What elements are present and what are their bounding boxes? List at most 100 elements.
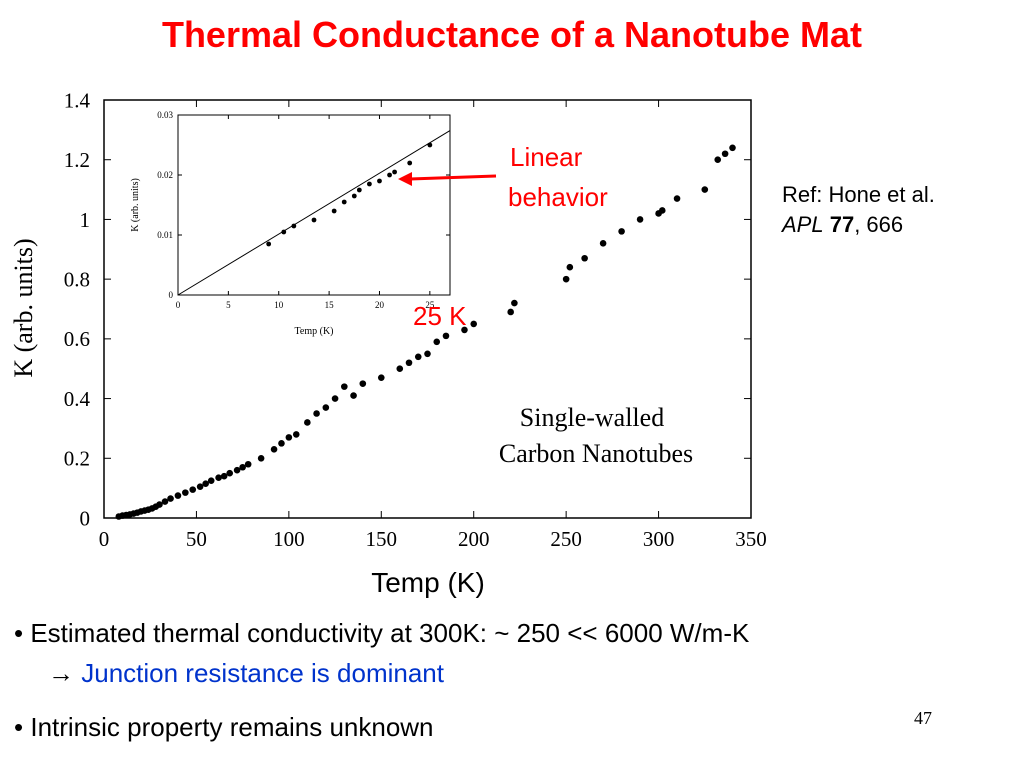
inset-x-ticks: 0 5 10 15 20 25 [176,115,435,310]
main-data-point [405,359,413,367]
inset-data-point [356,187,362,193]
main-x-tick-label: 150 [366,527,398,551]
inset-y-tick-label: 0.01 [157,230,173,240]
inset-y-tick-label: 0.02 [157,170,173,180]
reference-line-1: Ref: Hone et al. [782,182,935,207]
inset-x-tick-label: 5 [226,300,231,310]
main-data-point [156,501,163,508]
main-data-point [270,446,278,453]
main-data-point [599,240,607,247]
main-data-point [285,434,293,441]
main-data-point [377,374,385,381]
main-data-point [202,480,209,487]
annotation-arrow-head [398,172,412,186]
main-data-points [115,144,736,520]
main-data-point [636,216,644,223]
main-data-point [215,474,222,481]
inset-data-point [331,208,337,214]
linear-behavior-annotation: Linear behavior [398,142,608,212]
inset-axes-group: 0 5 10 15 20 25 0 0.01 0.02 0.03 Temp (K) K (arb… [130,110,451,337]
page-number: 47 [914,708,932,728]
main-data-point [581,254,588,262]
main-y-tick-label: 0.8 [64,267,90,291]
reference-journal: APL [782,212,824,237]
main-x-tick-label: 300 [643,527,675,551]
main-data-point [414,353,422,361]
bullet-1-emphasis: Junction resistance is dominant [81,658,444,688]
main-data-point [233,466,241,474]
main-data-point [396,365,404,373]
main-data-point [729,144,736,152]
main-data-point [714,156,722,164]
main-data-point [313,410,320,417]
main-data-point [507,308,514,316]
legend-line-2: Carbon Nanotubes [499,439,693,468]
inset-x-tick-label: 0 [176,300,181,310]
main-data-point [207,477,215,484]
main-data-point [226,469,234,477]
annotation-25k: 25 K [413,301,467,331]
bullet-marker-2: • [14,712,24,742]
inset-y-ticks: 0 0.01 0.02 0.03 [157,110,450,300]
main-data-point [442,332,450,340]
main-data-point [701,186,709,193]
inset-data-point [427,142,433,148]
slide-title: Thermal Conductance of a Nanotube Mat [161,14,863,55]
inset-x-tick-label: 20 [375,300,385,310]
main-data-point [304,419,311,426]
main-data-point [618,228,625,235]
inset-x-tick-label: 10 [274,300,284,310]
main-x-tick-label: 50 [186,527,207,551]
main-y-tick-label: 0.4 [64,387,91,411]
main-data-point [566,263,574,271]
main-x-tick-label: 350 [735,527,767,551]
main-y-tick-label: 0.2 [64,447,90,471]
main-data-point [341,383,348,390]
reference-line-2: APL 77, 666 [782,210,935,240]
inset-data-point [311,217,317,223]
inset-data-point [266,241,272,247]
main-data-point [658,207,666,214]
main-y-tick-label: 1 [80,208,91,232]
main-x-ticks: 0 50 100 150 200 250 300 350 [99,100,767,551]
inset-data-point [387,172,392,178]
inset-data-point [341,199,347,205]
main-data-point [322,404,330,411]
main-data-point [359,380,367,387]
reference-pages: , 666 [854,212,904,237]
main-data-point [257,454,265,462]
main-data-point [189,486,197,493]
main-data-point [174,492,182,499]
main-axes-group: 0 50 100 150 200 250 300 350 00.20.40.60.811.21… [9,88,767,598]
bullet-text-1: Estimated thermal conductivity at 300K: … [30,618,750,648]
inset-x-tick-label: 25 [425,300,435,310]
main-x-tick-label: 250 [550,527,582,551]
main-data-point [220,472,228,480]
main-data-point [292,431,300,438]
main-data-point [196,483,204,490]
main-y-tick-label: 0 [80,506,91,530]
main-data-point [239,463,246,471]
main-data-point [470,320,478,328]
inset-y-axis-label: K (arb. units) [130,178,141,232]
inset-plot-frame [177,114,451,296]
main-data-point [278,440,285,447]
bullet-text-2: Intrinsic property remains unknown [30,712,434,742]
inset-data-point [367,181,372,187]
annotation-linear-line-1: Linear [510,142,583,172]
main-data-point [331,395,339,402]
main-y-ticks: 0 0.2 0.4 0.6 0.8 1 1.2 1.4 [64,88,751,530]
inset-data-point [351,193,357,199]
inset-data-point [291,223,297,229]
bullet-item-1: • Estimated thermal conductivity at 300K… [14,618,749,649]
right-arrow-icon: → [48,658,74,688]
inset-x-tick-label: 15 [325,300,335,310]
bullet-item-2: • Intrinsic property remains unknown [14,712,434,743]
main-x-tick-label: 100 [273,527,305,551]
legend-line-1: Single-walled [520,403,664,432]
annotation-linear-line-2: behavior [508,182,608,212]
main-x-axis-label: Temp (K) [371,567,485,598]
main-data-point [461,326,468,334]
main-x-tick-label: 0 [99,527,110,551]
main-x-tick-label: 200 [458,527,490,551]
